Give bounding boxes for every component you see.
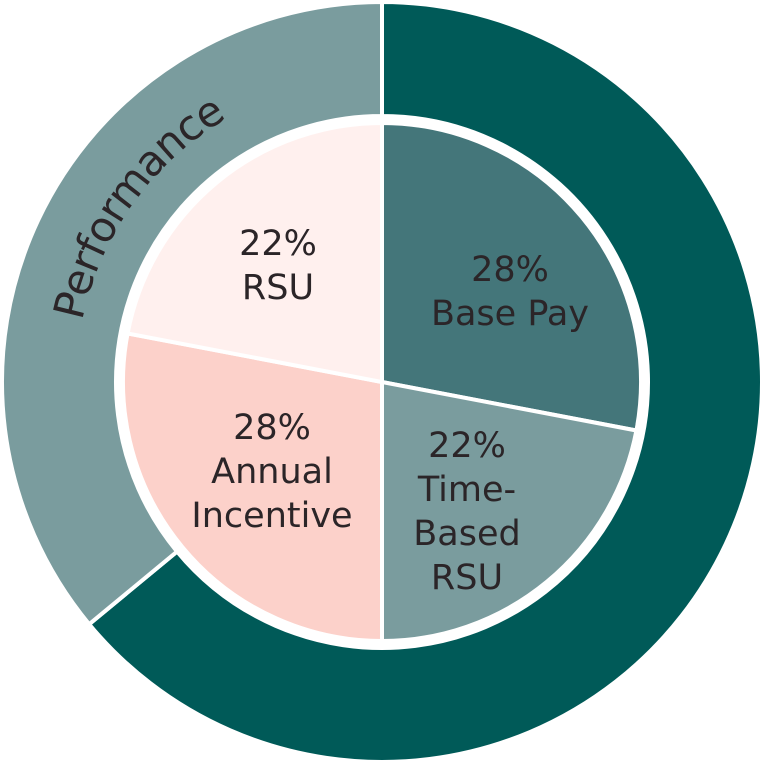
value-label: 22%	[239, 224, 317, 264]
inner-slice	[380, 379, 639, 644]
slice-label: 28% Annual Incentive	[177, 406, 367, 538]
slice-label: 22% RSU	[203, 222, 353, 310]
inner-slice	[121, 331, 384, 644]
inner-slice	[125, 120, 384, 385]
value-label: 22%	[428, 426, 506, 466]
category-label: RSU	[241, 268, 315, 308]
inner-slice	[380, 120, 643, 433]
slice-label: 28% Base Pay	[415, 248, 605, 336]
value-label: 28%	[233, 408, 311, 448]
outer-slice	[86, 0, 764, 764]
category-label: Base Pay	[430, 294, 590, 334]
category-label: Time-Based RSU	[413, 470, 521, 598]
slice-label: 22% Time-Based RSU	[402, 424, 532, 600]
outer-slice	[0, 0, 384, 628]
category-label: Annual Incentive	[191, 452, 353, 536]
value-label: 28%	[471, 250, 549, 290]
